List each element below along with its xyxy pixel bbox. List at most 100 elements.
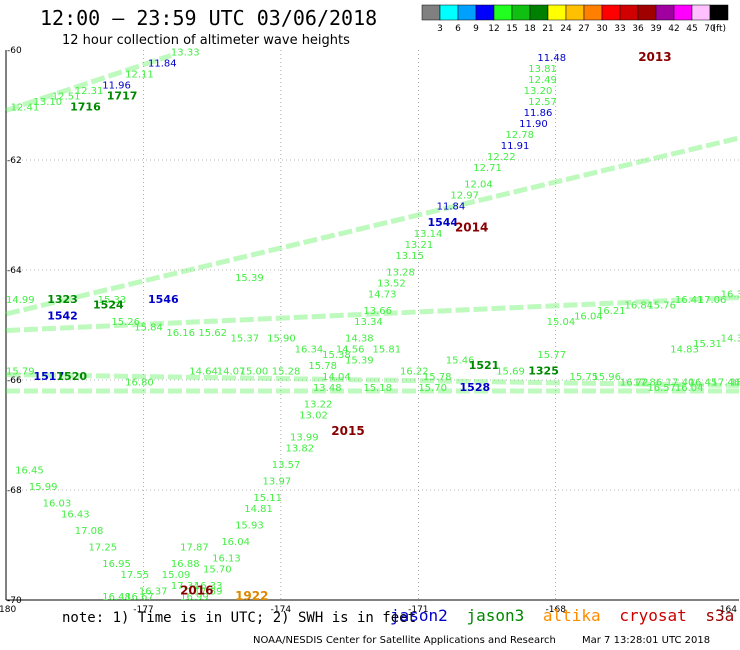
swh-label: 12.57 xyxy=(528,97,557,108)
swh-label: 16.04 xyxy=(574,312,603,323)
swh-label: 16.95 xyxy=(102,559,131,570)
time-marker: 2015 xyxy=(331,424,364,438)
swh-label: 15.93 xyxy=(235,521,264,532)
swh-label: 12.97 xyxy=(450,191,479,202)
swh-label: 16.34 xyxy=(295,345,324,356)
colorbar-swatch xyxy=(709,4,729,21)
colorbar-swatch xyxy=(565,4,585,21)
swh-points: 1413.3311.8412.1111.9612.3112.5113.1012.… xyxy=(6,48,740,604)
mission-jason3: jason3 xyxy=(466,606,525,625)
swh-label: 13.97 xyxy=(263,477,292,488)
swh-label: 15.38 xyxy=(322,350,351,361)
plot-grid xyxy=(5,50,739,601)
x-tick-label: -171 xyxy=(408,605,428,615)
swh-label: 13.10 xyxy=(33,97,62,108)
swh-label: 15.09 xyxy=(162,570,191,581)
swh-label: 16.13 xyxy=(212,554,241,565)
swh-label: 1517 xyxy=(33,370,64,383)
track-band xyxy=(5,295,740,333)
swh-label: 17.25 xyxy=(88,543,117,554)
colorbar-swatch xyxy=(475,4,495,21)
swh-label: 14.31 xyxy=(721,334,740,345)
swh-label: 15.96 xyxy=(592,372,621,383)
x-tick-label: -164 xyxy=(717,605,738,615)
x-tick-label: -174 xyxy=(271,605,292,615)
colorbar-label: 24 xyxy=(560,24,572,34)
swh-label: 15.31 xyxy=(693,339,722,350)
colorbar-label: 30 xyxy=(596,24,608,34)
x-tick-label: -168 xyxy=(546,605,567,615)
colorbar-label: 39 xyxy=(650,24,662,34)
colorbar-swatch xyxy=(511,4,531,21)
swh-label: 12.51 xyxy=(52,92,81,103)
swh-label: 16.57 xyxy=(647,383,676,394)
swh-label: 13.81 xyxy=(528,64,557,75)
swh-label: 13.15 xyxy=(395,251,424,262)
mission-cryosat: cryosat xyxy=(619,606,687,625)
swh-label: 11.91 xyxy=(501,141,530,152)
swh-label: 15.46 xyxy=(446,356,475,367)
time-marker: 1922 xyxy=(235,589,268,603)
credit-line: NOAA/NESDIS Center for Satellite Applica… xyxy=(253,635,556,646)
swh-label: 16.80 xyxy=(125,378,154,389)
swh-label: 14.38 xyxy=(345,334,374,345)
swh-label: 17.87 xyxy=(180,543,209,554)
swh-label: 16.45 xyxy=(689,378,718,389)
swh-label: 14.81 xyxy=(244,504,273,515)
swh-label: 17.39 xyxy=(194,587,223,598)
swh-label: 18.77 xyxy=(730,378,740,389)
swh-label: 12.78 xyxy=(505,130,534,141)
swh-label: 15.28 xyxy=(272,367,301,378)
swh-label: 1520 xyxy=(56,370,87,383)
colorbar-swatch xyxy=(421,4,441,21)
swh-label: 1524 xyxy=(93,299,124,312)
swh-label: 1542 xyxy=(47,310,78,323)
swh-label: 17.06 xyxy=(698,295,727,306)
swh-label: 15.78 xyxy=(308,361,337,372)
track-band xyxy=(5,135,740,317)
colorbar-unit: (ft) xyxy=(712,24,726,34)
swh-label: 13.21 xyxy=(405,240,434,251)
swh-label: 15.81 xyxy=(373,345,402,356)
colorbar-swatch xyxy=(493,4,513,21)
swh-label: 15.69 xyxy=(496,367,525,378)
colorbar-legend: 3 6 9 12 15 18 21 24 27 30 33 36 39 42 45 70(ft) xyxy=(421,4,729,34)
swh-label: 16.43 xyxy=(61,510,90,521)
y-tick-label: -62 xyxy=(7,156,22,166)
swh-label: 1323 xyxy=(47,293,78,306)
colorbar-label: 33 xyxy=(614,24,625,34)
swh-label: 14.56 xyxy=(336,345,365,356)
swh-label: 15.39 xyxy=(345,356,374,367)
colorbar-swatch xyxy=(547,4,567,21)
swh-label: 1716 xyxy=(70,101,101,114)
swh-label: 14.73 xyxy=(368,290,397,301)
time-markers: 2013 2014 2015 2016 1922 xyxy=(180,50,672,603)
swh-label: 1521 xyxy=(469,359,500,372)
colorbar-label: 70 xyxy=(704,24,716,34)
swh-label: 13.33 xyxy=(171,48,200,59)
colorbar-swatch xyxy=(637,4,657,21)
swh-label: 15.90 xyxy=(267,334,296,345)
colorbar-label: 21 xyxy=(542,24,553,34)
colorbar-label: 45 xyxy=(686,24,697,34)
y-tick-label: -64 xyxy=(7,266,22,276)
swh-label: 12.71 xyxy=(473,163,502,174)
swh-label: 12.49 xyxy=(528,75,557,86)
colorbar-swatch xyxy=(529,4,549,21)
swh-label: 16.04 xyxy=(675,383,704,394)
swh-label: 17.46 xyxy=(712,378,740,389)
swh-label: 15.84 xyxy=(134,323,163,334)
swh-label: 15.75 xyxy=(569,372,598,383)
colorbar-swatch xyxy=(601,4,621,21)
colorbar-label: 36 xyxy=(632,24,644,34)
time-marker: 2014 xyxy=(455,221,488,235)
swh-label: 14.83 xyxy=(670,345,699,356)
swh-label: 11.96 xyxy=(102,81,131,92)
colorbar-swatch xyxy=(655,4,675,21)
swh-label: 16.22 xyxy=(400,367,429,378)
swh-label: 16.37 xyxy=(721,290,740,301)
swh-label: 14.99 xyxy=(6,295,35,306)
track-band xyxy=(5,372,740,388)
swh-label: 15.76 xyxy=(647,301,676,312)
